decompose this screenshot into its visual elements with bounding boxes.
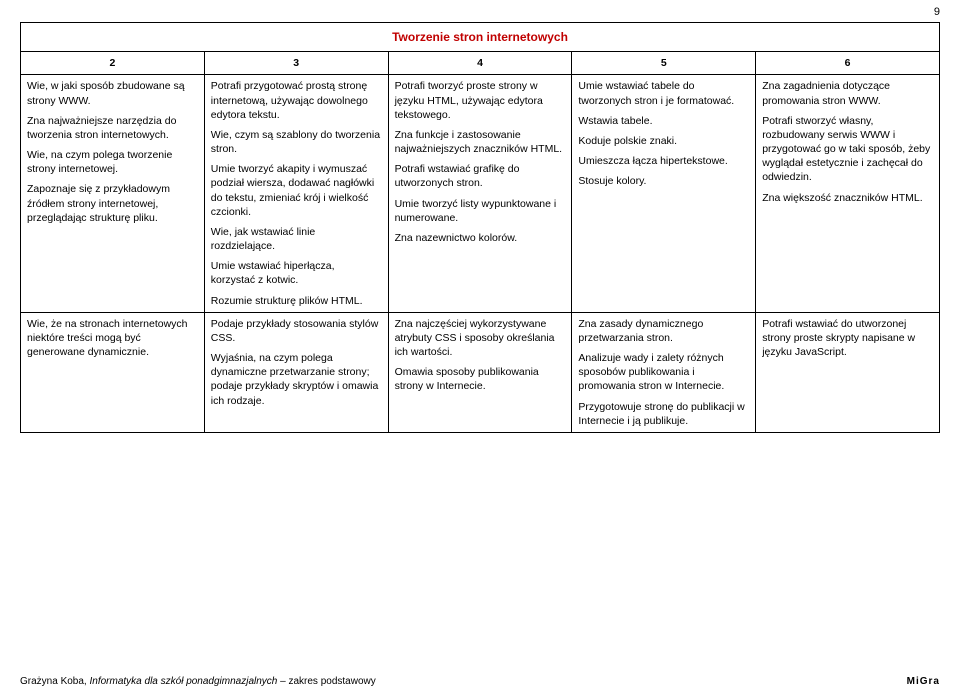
- cell-r1-c3: Podaje przykłady stosowania stylów CSS. W…: [204, 312, 388, 432]
- cell-paragraph: Umieszcza łącza hipertekstowe.: [578, 154, 749, 168]
- cell-paragraph: Analizuje wady i zalety różnych sposobów…: [578, 351, 749, 394]
- cell-paragraph: Przygotowuje stronę do publikacji w Inte…: [578, 400, 749, 428]
- footer-publisher: MiGra: [907, 676, 940, 687]
- cell-r1-c5: Zna zasady dynamicznego przetwarzania st…: [572, 312, 756, 432]
- cell-paragraph: Umie tworzyć listy wypunktowane i numero…: [395, 197, 566, 225]
- cell-paragraph: Potrafi tworzyć proste strony w języku H…: [395, 79, 566, 122]
- table-row: Wie, że na stronach internetowych niektó…: [21, 312, 940, 432]
- cell-paragraph: Stosuje kolory.: [578, 174, 749, 188]
- cell-paragraph: Omawia sposoby publikowania strony w Int…: [395, 365, 566, 393]
- cell-paragraph: Potrafi stworzyć własny, rozbudowany ser…: [762, 114, 933, 185]
- cell-paragraph: Wie, na czym polega tworzenie strony int…: [27, 148, 198, 176]
- cell-paragraph: Wstawia tabele.: [578, 114, 749, 128]
- cell-paragraph: Wie, w jaki sposób zbudowane są strony W…: [27, 79, 198, 107]
- page-number: 9: [934, 6, 940, 18]
- cell-paragraph: Zna zagadnienia dotyczące promowania str…: [762, 79, 933, 107]
- table-row: Wie, w jaki sposób zbudowane są strony W…: [21, 75, 940, 312]
- cell-paragraph: Zna najczęściej wykorzystywane atrybuty …: [395, 317, 566, 360]
- footer-suffix: – zakres podstawowy: [280, 676, 376, 687]
- cell-r1-c2: Wie, że na stronach internetowych niektó…: [21, 312, 205, 432]
- cell-paragraph: Rozumie strukturę plików HTML.: [211, 294, 382, 308]
- table-title: Tworzenie stron internetowych: [21, 23, 940, 52]
- cell-paragraph: Umie wstawiać tabele do tworzonych stron…: [578, 79, 749, 107]
- cell-paragraph: Potrafi wstawiać grafikę do utworzonych …: [395, 162, 566, 190]
- cell-paragraph: Wie, że na stronach internetowych niektó…: [27, 317, 198, 360]
- footer-author: Grażyna Koba, Informatyka dla szkół pona…: [20, 676, 376, 687]
- footer-author-name: Grażyna Koba,: [20, 676, 89, 687]
- cell-paragraph: Zna nazewnictwo kolorów.: [395, 231, 566, 245]
- cell-r0-c6: Zna zagadnienia dotyczące promowania str…: [756, 75, 940, 312]
- col-header-3: 3: [204, 52, 388, 75]
- col-header-6: 6: [756, 52, 940, 75]
- cell-r0-c5: Umie wstawiać tabele do tworzonych stron…: [572, 75, 756, 312]
- cell-paragraph: Umie wstawiać hiperłącza, korzystać z ko…: [211, 259, 382, 287]
- col-header-4: 4: [388, 52, 572, 75]
- cell-paragraph: Zna najważniejsze narzędzia do tworzenia…: [27, 114, 198, 142]
- footer-book-title: Informatyka dla szkół ponadgimnazjalnych: [89, 676, 280, 687]
- cell-paragraph: Zna funkcje i zastosowanie najważniejszy…: [395, 128, 566, 156]
- curriculum-table: Tworzenie stron internetowych 2 3 4 5 6 …: [20, 22, 940, 433]
- cell-paragraph: Zna zasady dynamicznego przetwarzania st…: [578, 317, 749, 345]
- cell-paragraph: Umie tworzyć akapity i wymuszać podział …: [211, 162, 382, 219]
- cell-paragraph: Wie, jak wstawiać linie rozdzielające.: [211, 225, 382, 253]
- cell-paragraph: Podaje przykłady stosowania stylów CSS.: [211, 317, 382, 345]
- cell-r0-c4: Potrafi tworzyć proste strony w języku H…: [388, 75, 572, 312]
- col-header-5: 5: [572, 52, 756, 75]
- cell-paragraph: Wie, czym są szablony do tworzenia stron…: [211, 128, 382, 156]
- cell-r1-c6: Potrafi wstawiać do utworzonej strony pr…: [756, 312, 940, 432]
- cell-paragraph: Potrafi wstawiać do utworzonej strony pr…: [762, 317, 933, 360]
- footer: Grażyna Koba, Informatyka dla szkół pona…: [20, 676, 940, 687]
- cell-paragraph: Potrafi przygotować prostą stronę intern…: [211, 79, 382, 122]
- cell-r1-c4: Zna najczęściej wykorzystywane atrybuty …: [388, 312, 572, 432]
- cell-paragraph: Zapoznaje się z przykładowym źródłem str…: [27, 182, 198, 225]
- col-header-2: 2: [21, 52, 205, 75]
- cell-paragraph: Wyjaśnia, na czym polega dynamiczne prze…: [211, 351, 382, 408]
- cell-r0-c3: Potrafi przygotować prostą stronę intern…: [204, 75, 388, 312]
- cell-paragraph: Koduje polskie znaki.: [578, 134, 749, 148]
- cell-r0-c2: Wie, w jaki sposób zbudowane są strony W…: [21, 75, 205, 312]
- cell-paragraph: Zna większość znaczników HTML.: [762, 191, 933, 205]
- column-header-row: 2 3 4 5 6: [21, 52, 940, 75]
- table-container: Tworzenie stron internetowych 2 3 4 5 6 …: [0, 0, 960, 433]
- title-row: Tworzenie stron internetowych: [21, 23, 940, 52]
